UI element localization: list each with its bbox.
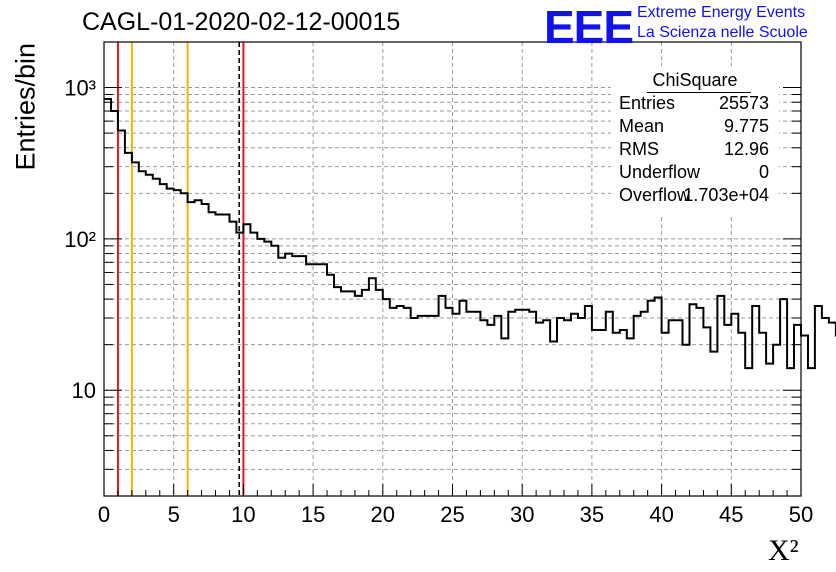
chart-title: CAGL-01-2020-02-12-00015: [82, 8, 401, 36]
stats-title: ChiSquare: [652, 70, 738, 90]
x-tick-label: 25: [440, 502, 464, 527]
stats-label: Overflow: [619, 185, 691, 205]
y-tick-label: 10: [72, 378, 96, 403]
histogram-line: [104, 98, 836, 370]
stats-value: 0: [758, 162, 769, 182]
stats-label: Entries: [619, 93, 676, 113]
x-axis-label: X²: [768, 534, 799, 567]
stats-row-mean: Mean 9.775: [619, 116, 779, 137]
stats-row-entries: Entries 25573: [619, 93, 779, 114]
stats-value: 12.96: [723, 139, 769, 159]
stats-label: RMS: [619, 139, 659, 159]
stats-row-overflow: Overflow 1.703e+04: [619, 185, 779, 206]
stats-label: Mean: [619, 116, 665, 136]
y-tick-label: 10³: [64, 76, 96, 101]
x-tick-label: 30: [510, 502, 534, 527]
x-tick-label: 50: [789, 502, 813, 527]
x-tick-label: 15: [301, 502, 325, 527]
stats-label: Underflow: [619, 162, 701, 182]
x-tick-label: 45: [719, 502, 743, 527]
stats-value: 1.703e+04: [683, 185, 769, 205]
x-tick-label: 5: [168, 502, 180, 527]
x-tick-label: 20: [371, 502, 395, 527]
y-axis-label: Entries/bin: [10, 42, 41, 171]
x-tick-label: 40: [649, 502, 673, 527]
stats-value: 25573: [718, 93, 769, 113]
stats-value: 9.775: [723, 116, 769, 136]
stats-row-underflow: Underflow 0: [619, 162, 779, 183]
stats-title-underline: [647, 92, 751, 93]
x-tick-label: 35: [580, 502, 604, 527]
logo-line-2: La Scienza nelle Scuole: [637, 24, 808, 41]
y-tick-label: 10²: [64, 227, 96, 252]
x-tick-label: 10: [231, 502, 255, 527]
stats-box: ChiSquare Entries 25573 Mean 9.775 RMS 1…: [611, 66, 779, 216]
x-tick-label: 0: [98, 502, 110, 527]
stats-row-rms: RMS 12.96: [619, 139, 779, 160]
logo-line-1: Extreme Energy Events: [637, 4, 806, 21]
eee-logo: EEE: [544, 1, 634, 53]
